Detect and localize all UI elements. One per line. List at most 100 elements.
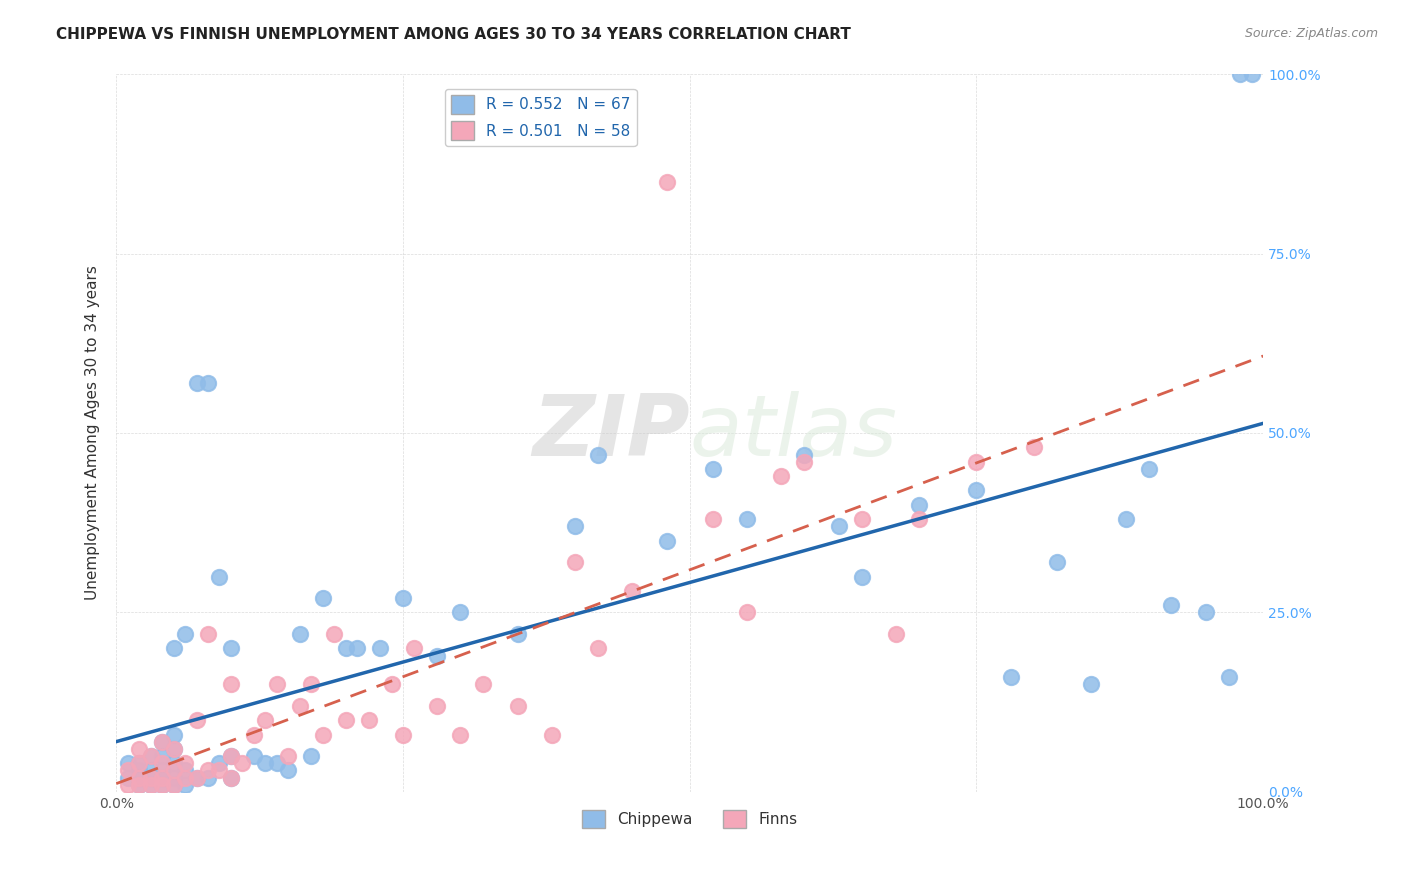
- Point: [128, 756, 150, 771]
- Point: [162, 742, 184, 756]
- Point: [735, 606, 758, 620]
- Point: [288, 698, 311, 713]
- Point: [139, 778, 162, 792]
- Point: [655, 533, 678, 548]
- Point: [162, 771, 184, 785]
- Point: [254, 713, 277, 727]
- Point: [770, 469, 793, 483]
- Point: [219, 771, 242, 785]
- Point: [449, 727, 471, 741]
- Point: [139, 749, 162, 764]
- Point: [254, 756, 277, 771]
- Point: [117, 778, 139, 792]
- Point: [793, 448, 815, 462]
- Point: [908, 498, 931, 512]
- Point: [186, 376, 208, 390]
- Point: [323, 627, 346, 641]
- Point: [128, 764, 150, 778]
- Point: [197, 771, 219, 785]
- Point: [368, 641, 391, 656]
- Text: ZIP: ZIP: [531, 392, 690, 475]
- Legend: Chippewa, Finns: Chippewa, Finns: [576, 804, 803, 835]
- Point: [299, 749, 322, 764]
- Point: [208, 569, 231, 583]
- Point: [621, 583, 644, 598]
- Point: [174, 627, 197, 641]
- Point: [128, 742, 150, 756]
- Point: [219, 771, 242, 785]
- Point: [1160, 599, 1182, 613]
- Point: [1022, 441, 1045, 455]
- Point: [1137, 462, 1160, 476]
- Point: [884, 627, 907, 641]
- Point: [828, 519, 851, 533]
- Text: atlas: atlas: [690, 392, 898, 475]
- Point: [150, 756, 173, 771]
- Point: [128, 771, 150, 785]
- Point: [655, 175, 678, 189]
- Point: [162, 778, 184, 792]
- Point: [266, 756, 288, 771]
- Point: [117, 756, 139, 771]
- Point: [150, 778, 173, 792]
- Point: [541, 727, 564, 741]
- Point: [219, 677, 242, 691]
- Point: [449, 606, 471, 620]
- Point: [150, 778, 173, 792]
- Point: [735, 512, 758, 526]
- Point: [219, 641, 242, 656]
- Point: [1218, 670, 1240, 684]
- Point: [231, 756, 253, 771]
- Point: [139, 771, 162, 785]
- Point: [426, 648, 449, 663]
- Y-axis label: Unemployment Among Ages 30 to 34 years: Unemployment Among Ages 30 to 34 years: [86, 266, 100, 600]
- Point: [174, 764, 197, 778]
- Point: [1195, 606, 1218, 620]
- Point: [335, 713, 357, 727]
- Point: [277, 764, 299, 778]
- Point: [186, 713, 208, 727]
- Point: [966, 483, 988, 498]
- Point: [162, 764, 184, 778]
- Point: [162, 727, 184, 741]
- Point: [851, 512, 873, 526]
- Point: [208, 756, 231, 771]
- Point: [506, 698, 529, 713]
- Point: [1080, 677, 1102, 691]
- Point: [392, 727, 415, 741]
- Point: [139, 764, 162, 778]
- Point: [174, 756, 197, 771]
- Point: [219, 749, 242, 764]
- Point: [472, 677, 495, 691]
- Point: [139, 778, 162, 792]
- Point: [128, 756, 150, 771]
- Point: [186, 771, 208, 785]
- Point: [162, 756, 184, 771]
- Point: [139, 771, 162, 785]
- Point: [506, 627, 529, 641]
- Point: [117, 771, 139, 785]
- Point: [908, 512, 931, 526]
- Point: [219, 749, 242, 764]
- Point: [208, 764, 231, 778]
- Point: [162, 742, 184, 756]
- Point: [426, 698, 449, 713]
- Point: [243, 749, 266, 764]
- Point: [564, 555, 586, 569]
- Point: [150, 735, 173, 749]
- Point: [312, 727, 335, 741]
- Point: [392, 591, 415, 606]
- Point: [174, 771, 197, 785]
- Point: [1000, 670, 1022, 684]
- Point: [702, 462, 724, 476]
- Point: [128, 778, 150, 792]
- Point: [243, 727, 266, 741]
- Point: [851, 569, 873, 583]
- Point: [346, 641, 368, 656]
- Point: [266, 677, 288, 691]
- Point: [702, 512, 724, 526]
- Point: [966, 455, 988, 469]
- Point: [150, 764, 173, 778]
- Text: Source: ZipAtlas.com: Source: ZipAtlas.com: [1244, 27, 1378, 40]
- Point: [150, 749, 173, 764]
